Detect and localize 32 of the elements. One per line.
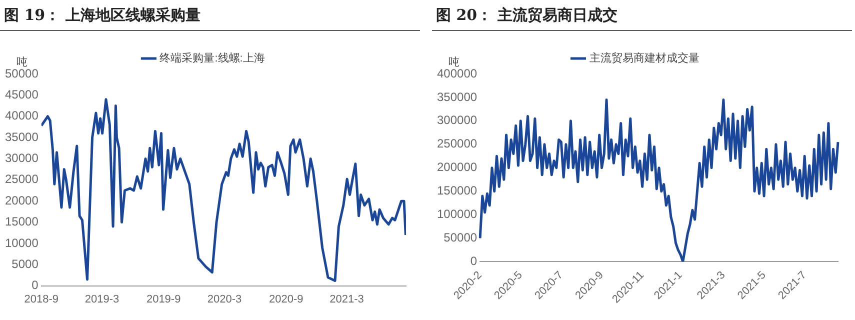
y-axis-title: 吨 [448,55,460,68]
y-tick-label: 45000 [4,87,39,102]
y-tick-label: 30000 [4,151,39,166]
y-tick-label: 250000 [436,136,478,151]
y-tick-label: 100000 [436,207,478,222]
y-tick-label: 0 [470,254,478,268]
x-tick-label: 2018-9 [24,293,58,306]
y-tick-label: 0 [32,278,39,292]
y-tick-label: 150000 [436,184,478,198]
x-tick-label: 2020-9 [269,293,304,306]
y-tick-label: 300000 [436,113,478,128]
x-tick-label: 2019-9 [146,293,181,306]
x-tick-label: 2020-3 [207,293,242,306]
legend-label: 主流贸易商建材成交量 [589,52,700,65]
y-axis-title: 吨 [16,55,28,68]
legend-label: 终端采购量:线螺:上海 [160,52,265,65]
y-tick-label: 40000 [4,108,39,123]
chart-title: 图 19： 上海地区线螺采购量 [0,0,420,31]
y-tick-label: 35000 [4,130,39,144]
y-tick-label: 15000 [4,214,39,229]
x-tick-label: 2021-3 [330,293,364,306]
y-tick-label: 400000 [436,66,478,80]
chart-title: 图 20： 主流贸易商日成交 [432,0,852,31]
y-tick-label: 50000 [4,66,39,80]
y-tick-label: 350000 [436,90,478,104]
y-tick-label: 25000 [4,172,39,186]
x-tick-label: 2019-3 [84,293,120,306]
y-tick-label: 50000 [444,230,478,245]
y-tick-label: 5000 [12,256,39,271]
y-tick-label: 200000 [436,160,478,174]
y-tick-label: 10000 [4,236,39,250]
y-tick-label: 20000 [4,193,39,208]
